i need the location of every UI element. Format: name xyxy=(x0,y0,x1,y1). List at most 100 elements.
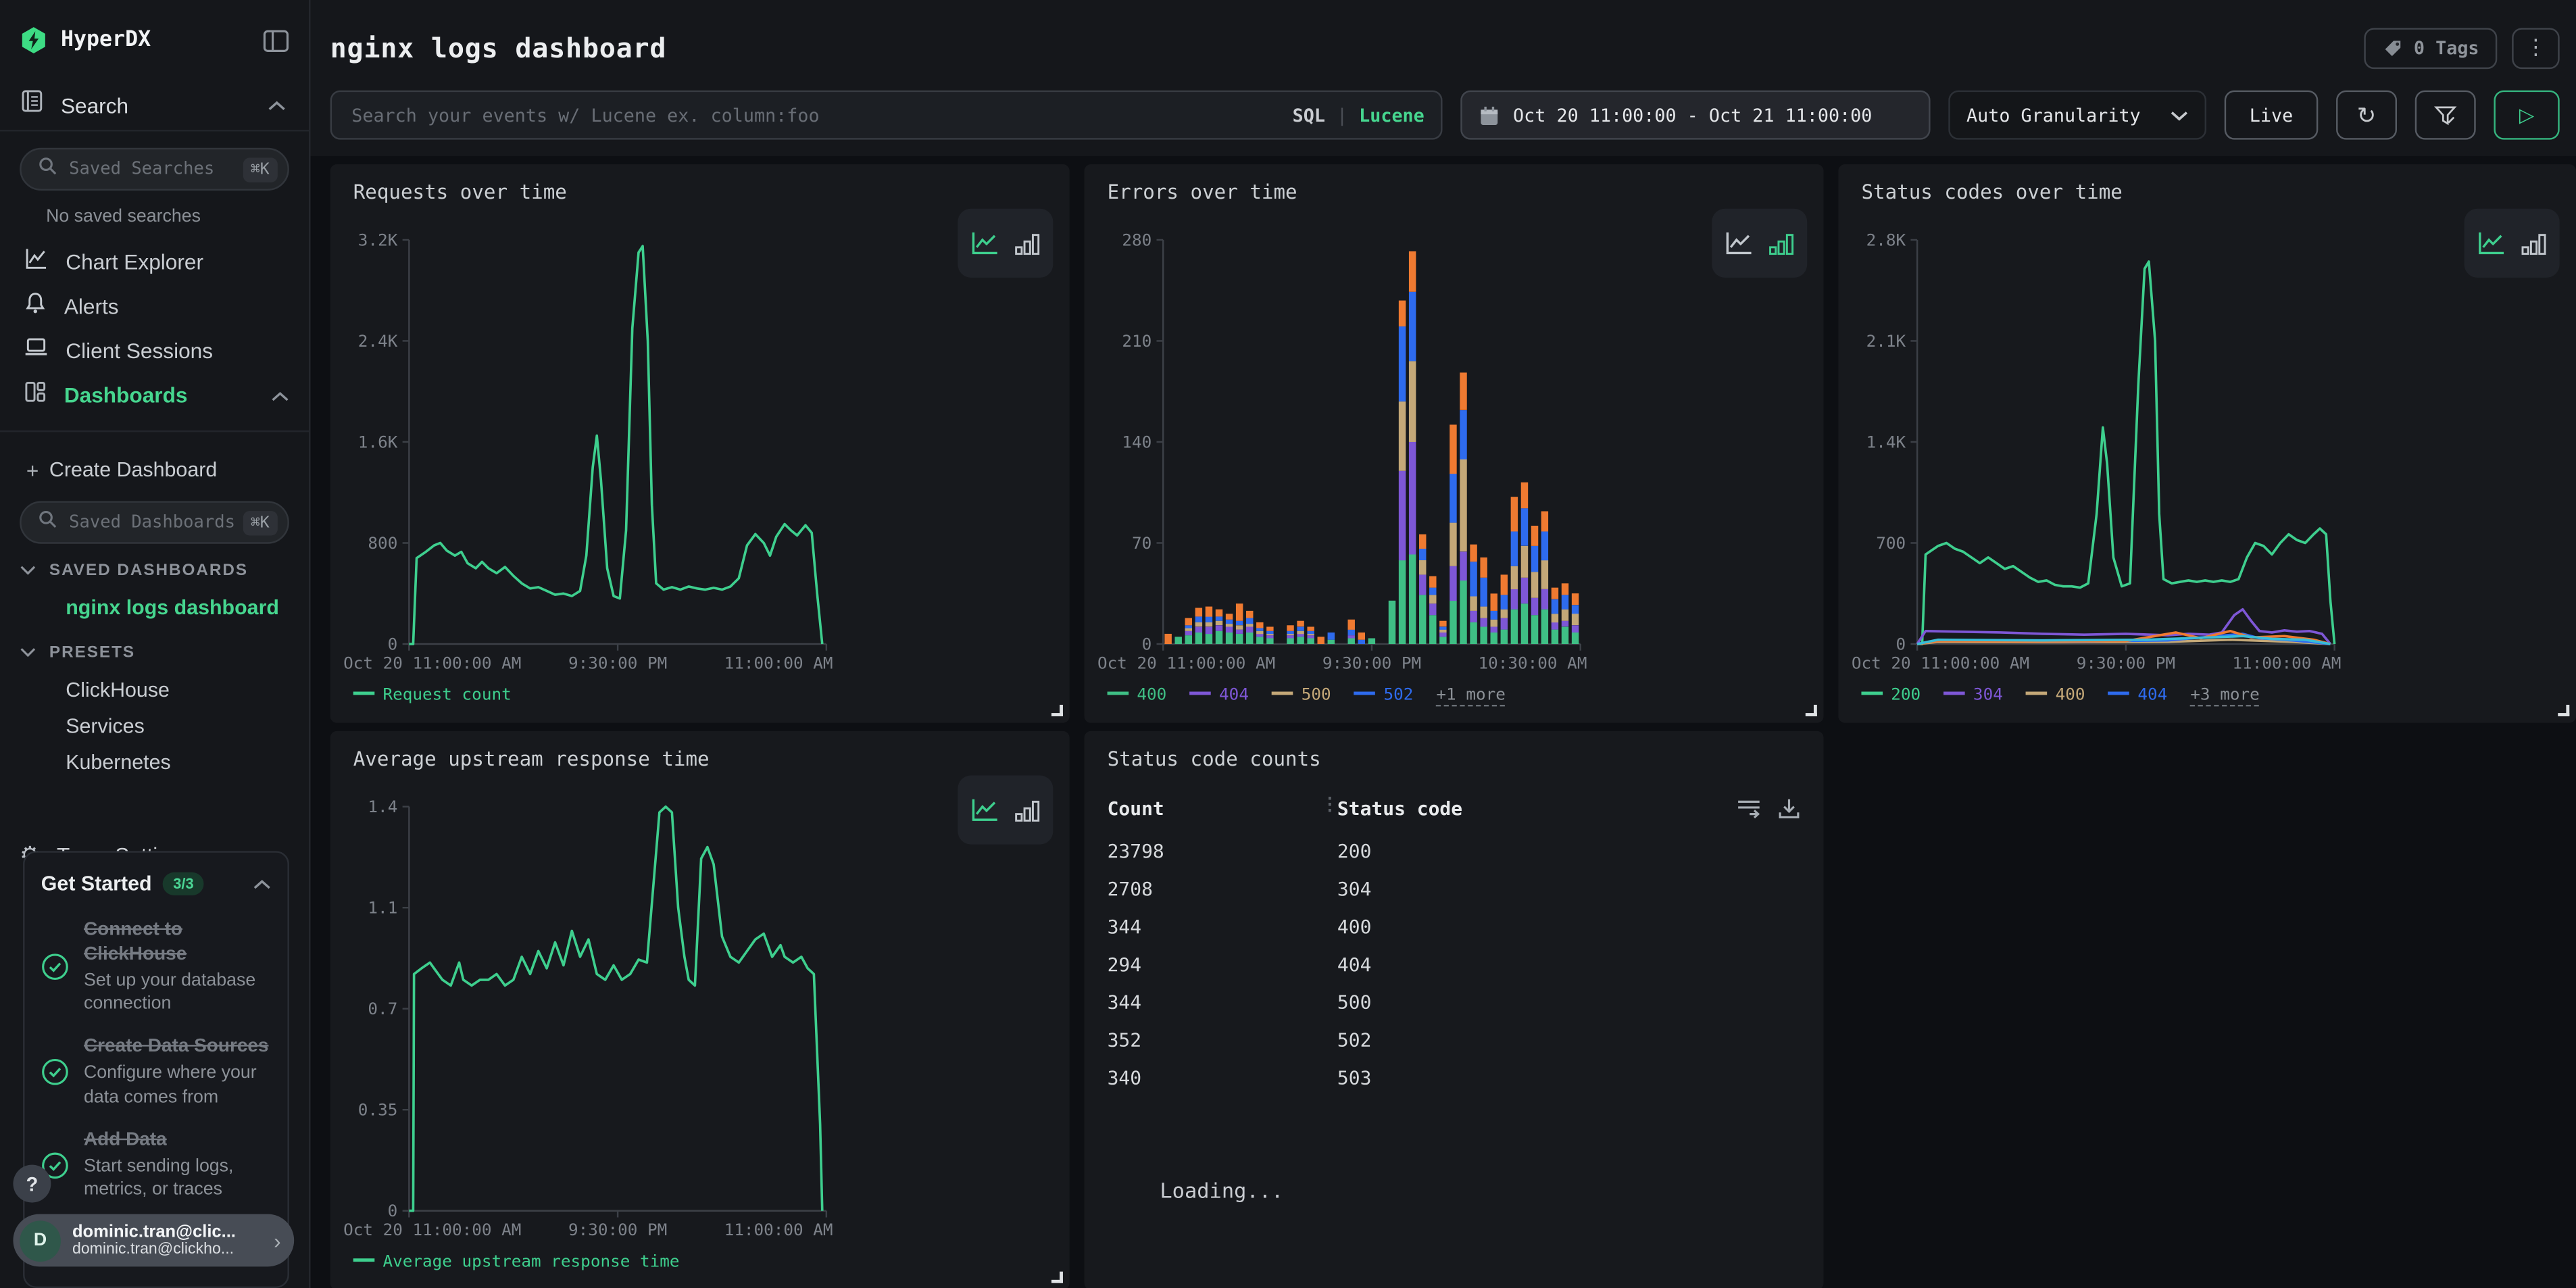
table-row[interactable]: 340503 xyxy=(1108,1060,1801,1097)
laptop-icon xyxy=(23,335,49,366)
panel-resize-handle[interactable] xyxy=(1051,705,1063,716)
tags-button[interactable]: 0 Tags xyxy=(2364,27,2497,68)
get-started-step[interactable]: Create Data Sources Configure where your… xyxy=(41,1036,271,1109)
legend-item[interactable]: 200 xyxy=(1861,687,1921,705)
panel-resize-handle[interactable] xyxy=(2558,705,2569,716)
table-options-icon[interactable] xyxy=(1737,797,1761,824)
saved-dashboards-input[interactable]: Saved Dashboards ⌘K xyxy=(20,501,289,543)
legend-item[interactable]: 500 xyxy=(1272,687,1331,705)
saved-searches-input[interactable]: Saved Searches ⌘K xyxy=(20,148,289,191)
upstream-chart-plot[interactable]: 1.41.10.70.350Oct 20 11:00:00 AM9:30:00 … xyxy=(343,790,836,1243)
legend-item[interactable]: 502 xyxy=(1354,687,1414,705)
line-chart-icon[interactable] xyxy=(969,796,1000,824)
table-row[interactable]: 344500 xyxy=(1108,984,1801,1022)
loading-text: Loading... xyxy=(1160,1178,1283,1202)
svg-text:210: 210 xyxy=(1122,331,1151,351)
sidebar-link-nginx-logs-dashboard[interactable]: nginx logs dashboard xyxy=(20,590,289,626)
bar-chart-icon[interactable] xyxy=(1014,229,1041,257)
svg-text:2.8K: 2.8K xyxy=(1866,230,1906,249)
svg-text:0: 0 xyxy=(388,635,398,654)
get-started-step[interactable]: Add Data Start sending logs, metrics, or… xyxy=(41,1129,271,1202)
get-started-step[interactable]: Connect to ClickHouse Set up your databa… xyxy=(41,918,271,1016)
legend-item[interactable]: 404 xyxy=(2108,687,2168,705)
status-codes-chart-plot[interactable]: 2.8K2.1K1.4K7000Oct 20 11:00:00 AM9:30:0… xyxy=(1852,224,2344,677)
search-input[interactable] xyxy=(348,103,1292,127)
table-row[interactable]: 2708304 xyxy=(1108,870,1801,908)
avatar: D xyxy=(20,1220,61,1261)
column-resize-grip[interactable]: ⋮ xyxy=(1321,793,1339,815)
bar-chart-icon[interactable] xyxy=(2520,229,2548,257)
requests-chart-plot[interactable]: 3.2K2.4K1.6K8000Oct 20 11:00:00 AM9:30:0… xyxy=(343,224,836,677)
svg-text:Oct 20 11:00:00 AM: Oct 20 11:00:00 AM xyxy=(343,1220,521,1239)
user-menu[interactable]: D dominic.tran@clic... dominic.tran@clic… xyxy=(13,1214,294,1267)
presets-group[interactable]: PRESETS xyxy=(20,633,289,672)
sidebar-link-kubernetes[interactable]: Kubernetes xyxy=(20,744,289,780)
bar-chart-icon[interactable] xyxy=(1014,796,1041,824)
legend-item[interactable]: Average upstream response time xyxy=(353,1254,680,1272)
svg-text:0: 0 xyxy=(1896,635,1906,654)
column-header-status-code[interactable]: Status code xyxy=(1337,797,1462,820)
help-button[interactable]: ? xyxy=(13,1165,51,1203)
sidebar-item-alerts[interactable]: Alerts xyxy=(20,284,289,329)
column-header-count[interactable]: Count xyxy=(1108,797,1164,820)
brand-row: HyperDX xyxy=(0,0,309,54)
granularity-select[interactable]: Auto Granularity xyxy=(1948,91,2206,140)
line-chart-icon[interactable] xyxy=(1723,229,1754,257)
table-row[interactable]: 294404 xyxy=(1108,946,1801,984)
svg-text:11:00:00 AM: 11:00:00 AM xyxy=(724,653,833,672)
sidebar-link-clickhouse[interactable]: ClickHouse xyxy=(20,672,289,708)
legend-item[interactable]: 404 xyxy=(1189,687,1249,705)
sidebar-item-search[interactable]: Search xyxy=(0,80,309,130)
live-button[interactable]: Live xyxy=(2225,91,2319,140)
filter-button[interactable] xyxy=(2415,91,2476,140)
line-chart-icon[interactable] xyxy=(2476,229,2507,257)
sidebar-item-label: Client Sessions xyxy=(66,339,289,363)
bar-chart-icon[interactable] xyxy=(1768,229,1795,257)
download-icon[interactable] xyxy=(1777,797,1800,824)
magnifier-icon xyxy=(38,155,57,184)
panel-errors-over-time: Errors over time 280210140700Oct 20 11:0… xyxy=(1085,164,1824,723)
panel-resize-handle[interactable] xyxy=(1806,705,1817,716)
chevron-up-icon[interactable] xyxy=(268,91,286,120)
lucene-toggle[interactable]: Lucene xyxy=(1359,104,1425,126)
kebab-menu-button[interactable]: ⋮ xyxy=(2512,27,2560,68)
chart-legend: 200 304 400 404 +3 more xyxy=(1861,687,2259,705)
table-row[interactable]: 352502 xyxy=(1108,1022,1801,1060)
collapse-sidebar-icon[interactable] xyxy=(263,29,289,52)
chevron-up-icon[interactable] xyxy=(253,869,271,899)
create-dashboard-button[interactable]: + Create Dashboard xyxy=(20,449,289,491)
svg-text:Oct 20 11:00:00 AM: Oct 20 11:00:00 AM xyxy=(1097,653,1275,672)
legend-item[interactable]: 400 xyxy=(2026,687,2085,705)
svg-text:0: 0 xyxy=(1142,635,1152,654)
sidebar-item-dashboards[interactable]: Dashboards xyxy=(20,373,289,418)
sql-toggle[interactable]: SQL xyxy=(1293,104,1325,126)
cell-count: 23798 xyxy=(1108,839,1164,862)
table-row[interactable]: 344400 xyxy=(1108,908,1801,946)
sidebar-link-services[interactable]: Services xyxy=(20,708,289,744)
chevron-up-icon[interactable] xyxy=(271,380,289,410)
table-row[interactable]: 23798200 xyxy=(1108,833,1801,871)
run-query-button[interactable]: ▷ xyxy=(2494,91,2559,140)
legend-swatch xyxy=(1189,692,1211,695)
chart-type-toggle xyxy=(1712,209,1807,278)
legend-label: 304 xyxy=(1973,687,2003,705)
svg-text:1.6K: 1.6K xyxy=(358,432,398,451)
svg-text:9:30:00 PM: 9:30:00 PM xyxy=(1322,653,1421,672)
svg-text:1.4: 1.4 xyxy=(368,797,397,816)
sidebar-item-client-sessions[interactable]: Client Sessions xyxy=(20,328,289,373)
line-chart-icon[interactable] xyxy=(969,229,1000,257)
saved-dashboards-group[interactable]: SAVED DASHBOARDS xyxy=(20,550,289,589)
legend-item[interactable]: Request count xyxy=(353,687,512,705)
step-title: Connect to ClickHouse xyxy=(84,918,271,968)
panel-title: Errors over time xyxy=(1108,180,1297,203)
sidebar-item-label: Search xyxy=(61,93,268,117)
refresh-button[interactable]: ↻ xyxy=(2336,91,2397,140)
legend-item[interactable]: 304 xyxy=(1943,687,2003,705)
sidebar-item-chart-explorer[interactable]: Chart Explorer xyxy=(20,240,289,284)
errors-chart-plot[interactable]: 280210140700Oct 20 11:00:00 AM9:30:00 PM… xyxy=(1097,224,1590,677)
legend-more-link[interactable]: +3 more xyxy=(2190,687,2259,706)
date-range-picker[interactable]: Oct 20 11:00:00 - Oct 21 11:00:00 xyxy=(1460,91,1930,140)
legend-more-link[interactable]: +1 more xyxy=(1436,687,1505,706)
panel-resize-handle[interactable] xyxy=(1051,1272,1063,1283)
legend-item[interactable]: 400 xyxy=(1108,687,1167,705)
